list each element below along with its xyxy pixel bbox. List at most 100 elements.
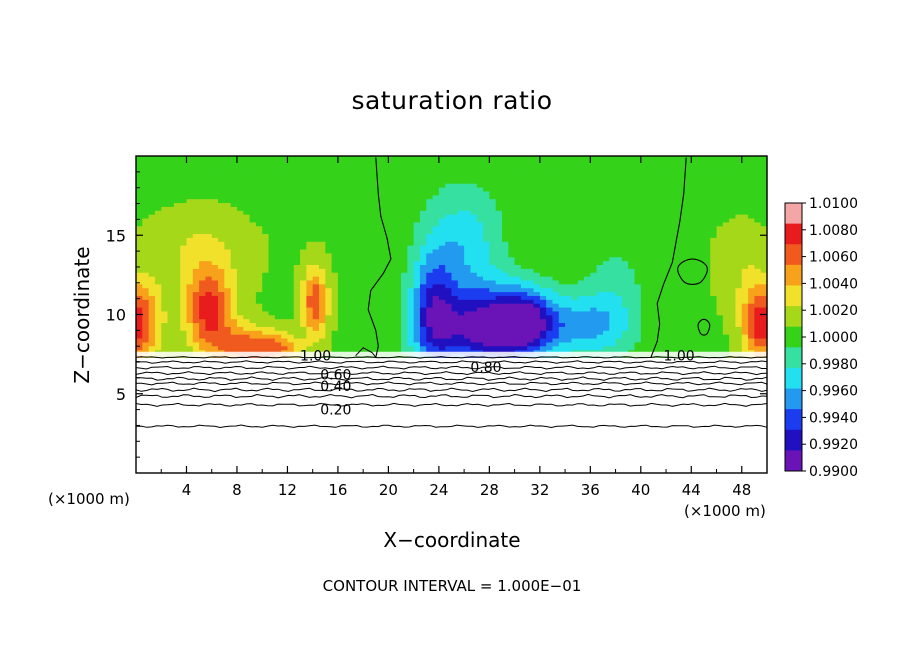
heatmap-cell	[590, 314, 598, 320]
heatmap-cell	[325, 341, 333, 347]
heatmap-cell	[375, 272, 383, 277]
heatmap-cell	[451, 303, 459, 308]
heatmap-cell	[274, 225, 282, 231]
heatmap-cell	[571, 310, 579, 316]
heatmap-cell	[325, 310, 333, 316]
heatmap-cell	[565, 299, 572, 304]
heatmap-cell	[268, 341, 276, 347]
heatmap-cell	[199, 310, 207, 316]
heatmap-cell	[173, 256, 181, 262]
heatmap-cell	[552, 299, 560, 304]
heatmap-cell	[533, 167, 541, 173]
heatmap-cell	[609, 279, 617, 285]
heatmap-cell	[584, 322, 591, 327]
heatmap-cell	[173, 276, 181, 281]
heatmap-cell	[672, 272, 680, 277]
heatmap-cell	[754, 252, 762, 258]
heatmap-cell	[388, 276, 396, 281]
heatmap-cell	[584, 229, 591, 235]
heatmap-cell	[571, 337, 579, 343]
heatmap-cell	[262, 310, 270, 316]
heatmap-cell	[154, 287, 162, 293]
heatmap-cell	[489, 210, 497, 215]
heatmap-cell	[628, 299, 636, 304]
heatmap-cell	[722, 314, 730, 320]
heatmap-cell	[602, 322, 610, 327]
heatmap-cell	[476, 206, 484, 211]
heatmap-cell	[590, 299, 598, 304]
heatmap-cell	[268, 171, 276, 176]
heatmap-cell	[464, 306, 472, 312]
heatmap-cell	[401, 260, 408, 265]
heatmap-cell	[218, 299, 225, 304]
heatmap-cell	[634, 276, 642, 281]
heatmap-cell	[634, 202, 642, 207]
heatmap-cell	[647, 310, 655, 316]
heatmap-cell	[584, 217, 591, 223]
heatmap-cell	[337, 306, 345, 312]
heatmap-cell	[754, 334, 762, 339]
heatmap-cell	[375, 233, 383, 238]
heatmap-cell	[407, 314, 415, 320]
heatmap-cell	[533, 198, 541, 204]
heatmap-cell	[167, 279, 175, 285]
heatmap-cell	[615, 167, 623, 173]
heatmap-cell	[249, 217, 257, 223]
heatmap-cell	[571, 252, 579, 258]
heatmap-cell	[716, 206, 724, 211]
heatmap-cell	[451, 264, 459, 269]
heatmap-cell	[546, 330, 554, 335]
heatmap-cell	[533, 295, 541, 300]
heatmap-cell	[722, 229, 730, 235]
heatmap-cell	[590, 225, 598, 231]
heatmap-cell	[722, 198, 730, 204]
heatmap-cell	[558, 306, 566, 312]
heatmap-cell	[640, 295, 648, 300]
heatmap-cell	[438, 276, 446, 281]
heatmap-cell	[375, 306, 383, 312]
heatmap-cell	[451, 210, 459, 215]
heatmap-cell	[722, 303, 730, 308]
heatmap-cell	[268, 334, 276, 339]
heatmap-cell	[527, 318, 535, 324]
heatmap-cell	[192, 314, 200, 320]
heatmap-cell	[602, 287, 610, 293]
heatmap-cell	[407, 279, 415, 285]
heatmap-cell	[293, 217, 301, 223]
heatmap-cell	[571, 229, 579, 235]
heatmap-cell	[659, 299, 667, 304]
heatmap-cell	[388, 299, 396, 304]
heatmap-cell	[470, 210, 478, 215]
heatmap-cell	[274, 183, 282, 188]
heatmap-cell	[287, 190, 295, 196]
heatmap-cell	[729, 237, 737, 242]
heatmap-cell	[722, 318, 730, 324]
heatmap-cell	[697, 241, 705, 246]
heatmap-cell	[520, 260, 528, 265]
heatmap-cell	[748, 252, 755, 258]
heatmap-cell	[666, 256, 673, 262]
heatmap-cell	[520, 190, 528, 196]
heatmap-cell	[236, 337, 244, 343]
heatmap-cell	[691, 171, 699, 176]
heatmap-cell	[306, 206, 314, 211]
heatmap-cell	[401, 256, 408, 262]
heatmap-cell	[483, 318, 490, 324]
heatmap-cell	[230, 276, 238, 281]
heatmap-cell	[729, 276, 737, 281]
heatmap-cell	[621, 303, 629, 308]
heatmap-cell	[596, 264, 604, 269]
heatmap-cell	[382, 245, 389, 250]
heatmap-cell	[501, 210, 509, 215]
heatmap-cell	[167, 272, 175, 277]
heatmap-cell	[533, 287, 541, 293]
heatmap-cell	[426, 306, 434, 312]
heatmap-cell	[451, 179, 459, 184]
heatmap-cell	[344, 183, 352, 188]
heatmap-cell	[293, 221, 301, 227]
heatmap-cell	[161, 194, 169, 200]
heatmap-cell	[413, 341, 421, 347]
heatmap-cell	[552, 179, 560, 184]
heatmap-cell	[199, 237, 207, 242]
heatmap-cell	[375, 248, 383, 254]
